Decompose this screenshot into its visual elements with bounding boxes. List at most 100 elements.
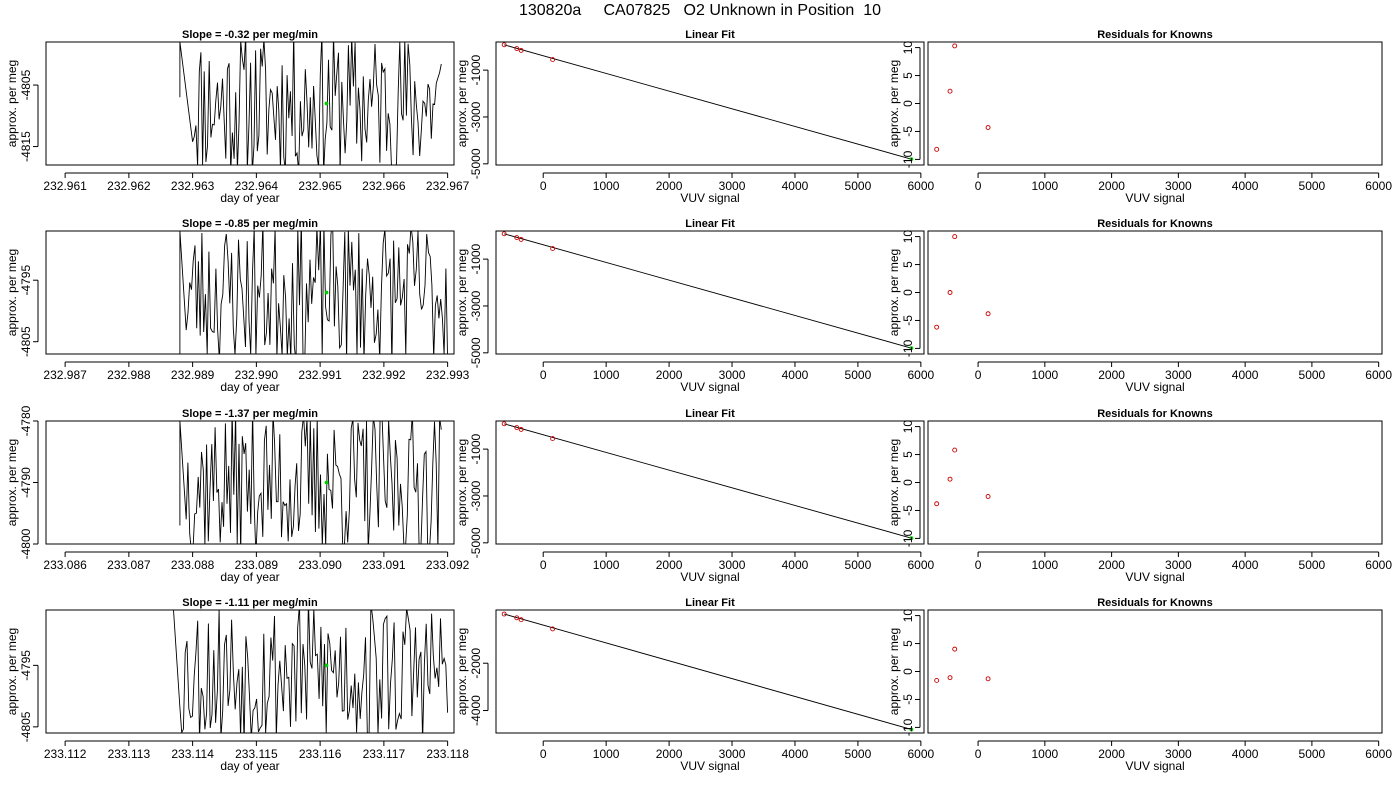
plot-2-2-y-tick-label-3: -5000 (469, 337, 483, 368)
plot-3-1-x-tick-label-2: 233.087 (107, 558, 151, 572)
plot-2-1-x-tick-label-7: 232.993 (426, 368, 470, 382)
plot-1-3-x-label: VUV signal (1125, 191, 1184, 205)
plot-2-2-unknown-point (909, 346, 914, 351)
plot-4-1-y-label: approx. per meg (5, 628, 19, 715)
plot-2-3-x-tick-label-6: 5000 (1299, 368, 1326, 382)
plot-2-2-y-tick-label-2: -3000 (469, 290, 483, 321)
plot-4-1-title: Slope = -1.11 per meg/min (182, 597, 318, 609)
plot-1-2-x-tick-label-1: 0 (540, 179, 547, 193)
plot-3-3-x-tick-label-2: 1000 (1031, 558, 1058, 572)
plot-3-2-y-tick-label-1: -1000 (469, 433, 483, 464)
plot-2-3-x-tick-label-3: 2000 (1098, 368, 1125, 382)
plot-1-3-x-tick-label-5: 4000 (1232, 179, 1259, 193)
plot-3-2-known-point-3 (518, 426, 524, 432)
plot-2-3-known-point-1 (934, 324, 940, 330)
plot-1-3-known-point-4 (985, 125, 991, 130)
plot-1-1-x-label: day of year (220, 191, 279, 205)
plot-3-3-y-tick-label-5: -10 (901, 529, 915, 547)
plot-3-1-y-tick-label-1: -4780 (19, 405, 33, 436)
plot-2-1-unknown-point (324, 290, 329, 295)
plot-3-1-x-tick-label-3: 233.088 (171, 558, 215, 572)
plot-1-1-trace (179, 42, 442, 165)
plot-2-2-fit-line (504, 233, 912, 349)
plot-2-1-x-tick-label-5: 232.991 (298, 368, 342, 382)
plot-1-2-x-tick-label-5: 4000 (782, 179, 809, 193)
plot-1-3-known-point-2 (947, 88, 953, 94)
plot-3-3-known-point-1 (934, 501, 940, 507)
plot-3-2-title: Linear Fit (685, 408, 735, 420)
plot-4-2-x-tick-label-7: 6000 (908, 747, 935, 761)
plot-1-3-y-label: approx. per meg (887, 60, 901, 147)
plot-4-1-x-tick-label-7: 233.118 (426, 747, 469, 761)
plot-3-2-known-point-1 (501, 421, 507, 427)
plot-1-1-x-tick-label-3: 232.963 (171, 179, 215, 193)
plot-4-2-x-tick-label-3: 2000 (656, 747, 683, 761)
plot-4-2-fit-line (504, 613, 912, 730)
plot-4-1-x-label: day of year (220, 759, 279, 773)
plot-4-2-known-point-3 (518, 617, 524, 623)
plot-4-3-y-tick-label-5: -10 (901, 718, 915, 736)
plot-4-3-x-label: VUV signal (1125, 759, 1184, 773)
plot-1-3-y-tick-label-4: -5 (901, 126, 915, 137)
plot-4-3-y-tick-label-4: -5 (901, 694, 915, 705)
plot-4-3-y-tick-label-1: 10 (901, 609, 915, 623)
plot-2-2-x-label: VUV signal (680, 380, 739, 394)
plot-1-3-y-tick-label-5: -10 (901, 150, 915, 168)
plot-3-1-x-tick-label-5: 233.090 (298, 558, 342, 572)
plot-2-2-frame (495, 230, 925, 355)
plot-3-3-frame (927, 420, 1383, 545)
plot-1-3-x-tick-label-3: 2000 (1098, 179, 1125, 193)
plot-2-2-known-point-2 (514, 235, 520, 241)
plot-1-2-x-tick-label-7: 6000 (908, 179, 935, 193)
plot-1-2-x-tick-label-2: 1000 (593, 179, 620, 193)
plot-1-3-y-tick-label-2: 5 (901, 72, 915, 79)
plot-2-3-y-tick-label-3: 0 (901, 289, 915, 296)
plot-1-3-frame (927, 41, 1383, 166)
plot-3-1-x-tick-label-1: 233.086 (43, 558, 87, 572)
plot-2-2-known-point-3 (518, 236, 524, 242)
plot-2-1-trace (179, 231, 448, 354)
plot-2-1-x-tick-label-6: 232.992 (362, 368, 406, 382)
plot-3-3-y-tick-label-1: 10 (901, 420, 915, 434)
plot-1-2-x-tick-label-4: 3000 (719, 179, 746, 193)
plot-3-1-x-tick-label-4: 233.089 (235, 558, 279, 572)
plot-3-2-known-point-2 (514, 425, 520, 431)
plot-4-1-x-tick-label-4: 233.115 (235, 747, 278, 761)
plot-4-1-frame (45, 609, 455, 734)
plot-3-2-y-tick-label-3: -5000 (469, 527, 483, 558)
plot-3-3-known-point-2 (947, 476, 953, 482)
plot-1-1-title: Slope = -0.32 per meg/min (182, 29, 318, 41)
plot-2-2-x-tick-label-3: 2000 (656, 368, 683, 382)
plot-4-2-x-tick-label-2: 1000 (593, 747, 620, 761)
plot-2-3-y-tick-label-5: -10 (901, 339, 915, 357)
plot-3-1-title: Slope = -1.37 per meg/min (182, 408, 318, 420)
plot-4-3-known-point-1 (934, 677, 940, 683)
plot-2-3-x-tick-label-1: 0 (975, 368, 982, 382)
plot-4-2-known-point-4 (550, 626, 556, 632)
plot-4-2-x-tick-label-6: 5000 (845, 747, 872, 761)
plot-3-1-y-tick-label-3: -4800 (19, 528, 33, 559)
plot-1-3-title: Residuals for Knowns (1097, 29, 1213, 41)
plot-1-2-known-point-4 (550, 57, 556, 63)
plot-1-3-x-tick-label-4: 3000 (1165, 179, 1192, 193)
plot-2-1-x-tick-label-2: 232.988 (107, 368, 151, 382)
plot-4-2-known-point-1 (501, 611, 507, 617)
plot-4-3-x-tick-label-5: 4000 (1232, 747, 1259, 761)
plot-4-3-x-tick-label-1: 0 (975, 747, 982, 761)
plot-3-2-frame (495, 420, 925, 545)
plot-3-2-fit-line (504, 423, 912, 539)
plot-3-2-x-tick-label-1: 0 (540, 558, 547, 572)
plot-3-2-x-tick-label-5: 4000 (782, 558, 809, 572)
plot-3-3-x-tick-label-7: 6000 (1365, 558, 1392, 572)
plot-4-3-known-point-3 (952, 646, 958, 652)
plot-2-3-known-point-3 (952, 234, 958, 240)
plot-2-3-x-label: VUV signal (1125, 380, 1184, 394)
plot-1-2-x-tick-label-6: 5000 (845, 179, 872, 193)
plot-4-2-frame (495, 609, 925, 734)
plot-1-1-unknown-point (324, 101, 329, 106)
plot-3-1-x-tick-label-7: 233.092 (426, 558, 470, 572)
plot-3-2-x-label: VUV signal (680, 570, 739, 584)
plot-3-3-x-label: VUV signal (1125, 570, 1184, 584)
plot-4-3-y-label: approx. per meg (887, 628, 901, 715)
plot-3-3-known-point-4 (985, 494, 991, 499)
